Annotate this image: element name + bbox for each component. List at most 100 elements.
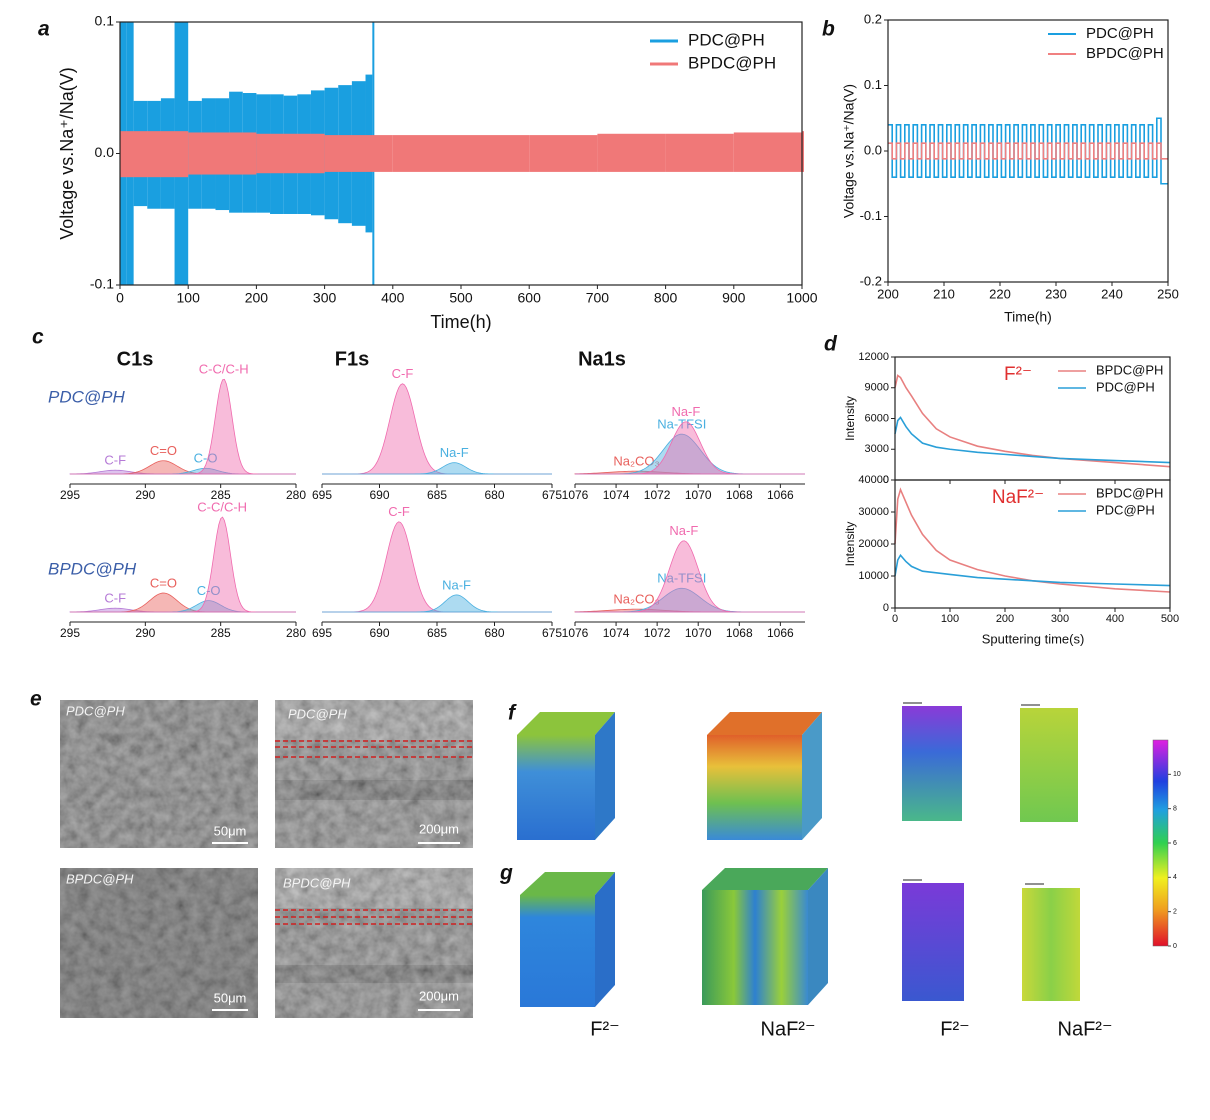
x-tick-label: 290: [135, 626, 155, 640]
colorbar: [1152, 739, 1169, 947]
xps-peak: [322, 383, 552, 475]
panel-letter: c: [32, 326, 44, 349]
sem-label: BPDC@PH: [66, 871, 134, 886]
tof-cube: [520, 872, 615, 1007]
legend-label: BPDC@PH: [1096, 485, 1163, 500]
annotation: F²⁻: [1004, 364, 1032, 385]
y-axis-label: Voltage vs.Na⁺/Na(V): [57, 67, 77, 240]
panel-letter: g: [499, 862, 513, 885]
y-tick-label: 0.1: [95, 13, 115, 29]
legend-label: PDC@PH: [1086, 25, 1154, 42]
peak-label: C-C/C-H: [199, 361, 249, 376]
tof-cube: [707, 712, 822, 840]
sem-label: PDC@PH: [288, 706, 347, 721]
colorbar-tick-label: 10: [1173, 771, 1181, 778]
x-tick-label: 1070: [685, 626, 712, 640]
x-tick-label: 690: [369, 488, 389, 502]
tof-map: [902, 883, 964, 1001]
xps-peak: [322, 521, 552, 613]
panel-letter: a: [38, 18, 50, 41]
sem-texture: [60, 868, 258, 1018]
row-label: BPDC@PH: [48, 559, 137, 578]
peak-label: C-F: [392, 366, 414, 381]
tof-cube: [702, 868, 828, 1005]
legend-label: BPDC@PH: [1086, 45, 1164, 62]
x-tick-label: 685: [427, 626, 447, 640]
legend-label: PDC@PH: [1096, 502, 1155, 517]
x-tick-label: 675: [542, 488, 562, 502]
column-title: Na1s: [578, 348, 626, 370]
x-tick-label: 500: [1161, 613, 1179, 625]
y-tick-label: 6000: [865, 412, 889, 424]
x-tick-label: 280: [286, 488, 306, 502]
voltage-band: [733, 132, 802, 172]
x-tick-label: 295: [60, 488, 80, 502]
x-tick-label: 1072: [644, 488, 671, 502]
x-tick-label: 1076: [562, 626, 589, 640]
x-tick-label: 200: [996, 613, 1014, 625]
scale-label: 200μm: [419, 821, 459, 836]
voltage-band: [188, 132, 257, 175]
panel-letter: e: [30, 688, 42, 711]
cube-front: [520, 895, 595, 1007]
peak-label: C=O: [150, 443, 177, 458]
y-tick-label: 0.0: [864, 142, 882, 157]
peak-label: C-F: [104, 453, 126, 468]
intensity-line: [894, 416, 1171, 464]
cube-side: [595, 712, 615, 840]
cube-front: [702, 890, 808, 1005]
peak-label: Na₂CO₃: [613, 592, 659, 607]
x-tick-label: 0: [116, 290, 124, 306]
cube-top: [517, 712, 615, 735]
x-tick-label: 240: [1101, 286, 1123, 301]
peak-label: Na-F: [440, 445, 469, 460]
y-tick-label: 9000: [865, 382, 889, 394]
cube-top: [702, 868, 828, 890]
xps-peak: [575, 540, 805, 613]
y-axis-label: Intensity: [843, 396, 857, 441]
tof-map: [1020, 708, 1078, 822]
peak-label: Na₂CO₃: [613, 454, 659, 469]
cube-side: [595, 872, 615, 1007]
y-axis-label: Voltage vs.Na⁺/Na(V): [841, 84, 857, 218]
cube-top: [520, 872, 615, 895]
scale-label: 50μm: [214, 990, 247, 1005]
voltage-band: [392, 135, 461, 172]
y-tick-label: 40000: [858, 474, 889, 486]
x-tick-label: 695: [312, 488, 332, 502]
legend-label: PDC@PH: [1096, 379, 1155, 394]
x-tick-label: 220: [989, 286, 1011, 301]
scale-label: 200μm: [419, 988, 459, 1003]
voltage-band: [256, 133, 325, 174]
sem-texture: [275, 700, 473, 848]
x-tick-label: 230: [1045, 286, 1067, 301]
x-tick-label: 680: [484, 488, 504, 502]
y-tick-label: 0.2: [864, 11, 882, 26]
panel-letter: d: [824, 333, 838, 356]
caption: F²⁻: [590, 1018, 619, 1040]
sem-texture: [60, 700, 258, 848]
xps-peak: [70, 516, 296, 613]
peak-label: Na-F: [671, 404, 700, 419]
x-tick-label: 800: [654, 290, 678, 306]
voltage-line: [888, 117, 1168, 185]
x-tick-label: 1000: [786, 290, 817, 306]
voltage-band: [802, 131, 804, 172]
panel-letter: f: [508, 702, 517, 725]
peak-label: C-O: [194, 451, 218, 466]
intensity-line: [894, 553, 1171, 587]
cube-front: [707, 735, 802, 840]
legend-label: BPDC@PH: [1096, 362, 1163, 377]
x-tick-label: 900: [722, 290, 746, 306]
y-axis-label: Intensity: [843, 522, 857, 567]
y-tick-label: -0.1: [90, 276, 114, 292]
sem-texture: [275, 868, 473, 1018]
x-tick-label: 0: [892, 613, 898, 625]
x-tick-label: 685: [427, 488, 447, 502]
x-tick-label: 100: [941, 613, 959, 625]
sem-image: BPDC@PH 50μm: [60, 868, 258, 1018]
x-tick-label: 285: [211, 488, 231, 502]
tof-map: [1022, 888, 1080, 1001]
cube-front: [517, 735, 595, 840]
